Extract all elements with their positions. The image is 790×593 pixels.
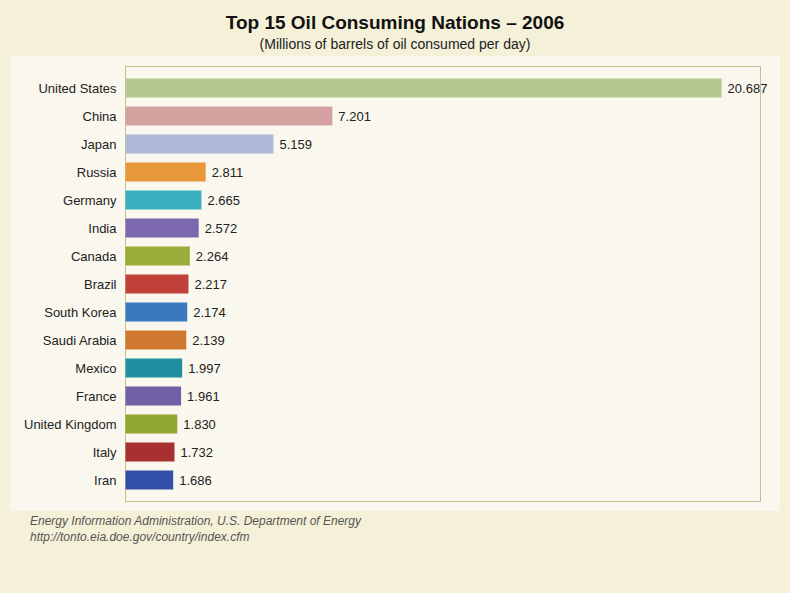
svg-text:1.686: 1.686: [179, 473, 212, 488]
svg-text:20.687: 20.687: [728, 81, 768, 96]
svg-text:1.961: 1.961: [187, 389, 220, 404]
svg-text:Mexico: Mexico: [75, 361, 116, 376]
svg-text:1.997: 1.997: [188, 361, 221, 376]
html-text:Energy Information Administrat: Energy Information Administration, U.S. …: [30, 514, 361, 528]
svg-text:2.264: 2.264: [196, 249, 229, 264]
svg-text:United States: United States: [38, 81, 117, 96]
svg-text:Italy: Italy: [93, 445, 117, 460]
svg-text:5.159: 5.159: [279, 137, 312, 152]
svg-text:France: France: [76, 389, 116, 404]
svg-text:South Korea: South Korea: [44, 305, 117, 320]
svg-text:Iran: Iran: [94, 473, 116, 488]
svg-text:2.139: 2.139: [192, 333, 225, 348]
svg-text:2.174: 2.174: [193, 305, 226, 320]
html-text:Top 15 Oil Consuming Nations –: Top 15 Oil Consuming Nations – 2006: [225, 12, 565, 33]
svg-text:Japan: Japan: [81, 137, 116, 152]
svg-text:Canada: Canada: [71, 249, 117, 264]
svg-text:1.732: 1.732: [180, 445, 213, 460]
svg-text:1.830: 1.830: [183, 417, 216, 432]
html-text:(Millions of barrels of oil co: (Millions of barrels of oil consumed per…: [259, 36, 531, 52]
html-text:http://tonto.eia.doe.gov/count: http://tonto.eia.doe.gov/country/index.c…: [30, 530, 250, 545]
svg-text:7.201: 7.201: [338, 109, 371, 124]
svg-text:United Kingdom: United Kingdom: [24, 417, 117, 432]
svg-text:India: India: [88, 221, 117, 236]
svg-text:Germany: Germany: [63, 193, 117, 208]
svg-text:2.665: 2.665: [207, 193, 240, 208]
svg-text:Brazil: Brazil: [84, 277, 117, 292]
svg-text:China: China: [83, 109, 118, 124]
svg-text:2.572: 2.572: [205, 221, 238, 236]
svg-text:Russia: Russia: [77, 165, 118, 180]
svg-text:2.217: 2.217: [194, 277, 227, 292]
svg-text:2.811: 2.811: [212, 165, 244, 180]
svg-text:Saudi Arabia: Saudi Arabia: [43, 333, 117, 348]
